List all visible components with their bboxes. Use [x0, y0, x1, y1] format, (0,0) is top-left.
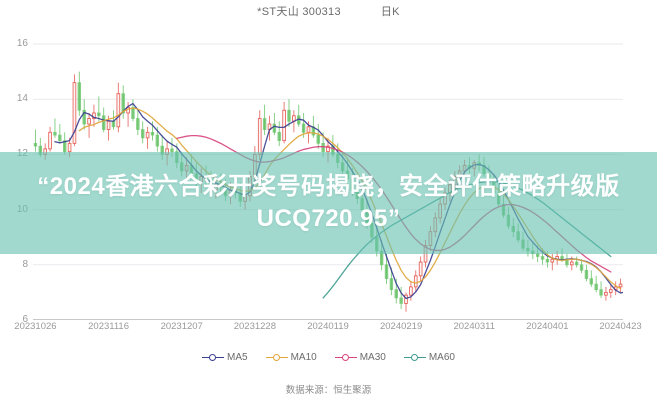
x-axis-tick-label: 20240119: [307, 321, 349, 332]
x-axis-tick-label: 20240401: [526, 321, 569, 332]
legend-item-ma30[interactable]: MA30: [334, 352, 386, 363]
legend-marker-icon: [202, 353, 225, 363]
y-axis-tick-label: 6: [22, 314, 28, 325]
x-axis-tick-label: 20231116: [88, 321, 129, 332]
stock-symbol-label: *ST天山 300313: [257, 6, 341, 18]
x-axis-tick-label: 20231207: [160, 321, 203, 332]
y-axis-tick-label: 8: [22, 258, 28, 270]
legend-label: MA30: [359, 352, 386, 363]
legend-label: MA10: [290, 352, 317, 363]
legend-item-ma5[interactable]: MA5: [202, 352, 248, 363]
watermark-overlay-text: “2024香港六合彩开奖号码揭晓，安全评估策略升级版UCQ720.95”: [37, 173, 620, 232]
x-axis-tick-label: 20231228: [233, 321, 276, 332]
legend-item-ma60[interactable]: MA60: [403, 352, 455, 363]
y-axis-tick-label: 14: [16, 93, 28, 105]
legend-item-ma10[interactable]: MA10: [265, 352, 317, 363]
x-axis-tick-label: 20240311: [453, 321, 496, 332]
data-source-label: 数据来源：恒生聚源: [285, 385, 372, 396]
legend-marker-icon: [265, 353, 288, 363]
chart-legend: MA5 MA10 MA30 MA60: [0, 352, 657, 363]
x-axis-tick-label: 20240423: [599, 321, 642, 332]
legend-label: MA5: [227, 352, 248, 363]
period-label: 日K: [380, 6, 400, 18]
y-axis-tick-label: 16: [16, 38, 28, 49]
watermark-overlay-band: “2024香港六合彩开奖号码揭晓，安全评估策略升级版UCQ720.95”: [0, 152, 657, 254]
legend-marker-icon: [334, 353, 357, 363]
x-axis-tick-label: 20231026: [14, 321, 57, 332]
legend-label: MA60: [428, 352, 455, 363]
legend-marker-icon: [403, 353, 426, 363]
chart-title: *ST天山 300313 日K: [0, 3, 657, 19]
x-axis-tick-label: 20240219: [379, 321, 423, 332]
